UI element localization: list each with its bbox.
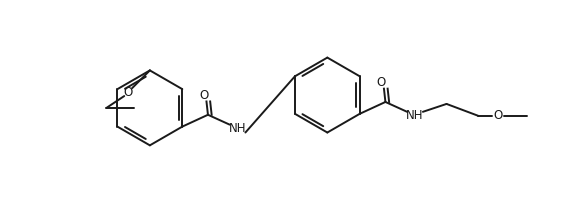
Text: O: O xyxy=(377,76,386,89)
Text: O: O xyxy=(124,86,133,99)
Text: NH: NH xyxy=(229,122,246,135)
Text: NH: NH xyxy=(406,109,424,122)
Text: O: O xyxy=(493,109,502,122)
Text: O: O xyxy=(200,89,209,102)
